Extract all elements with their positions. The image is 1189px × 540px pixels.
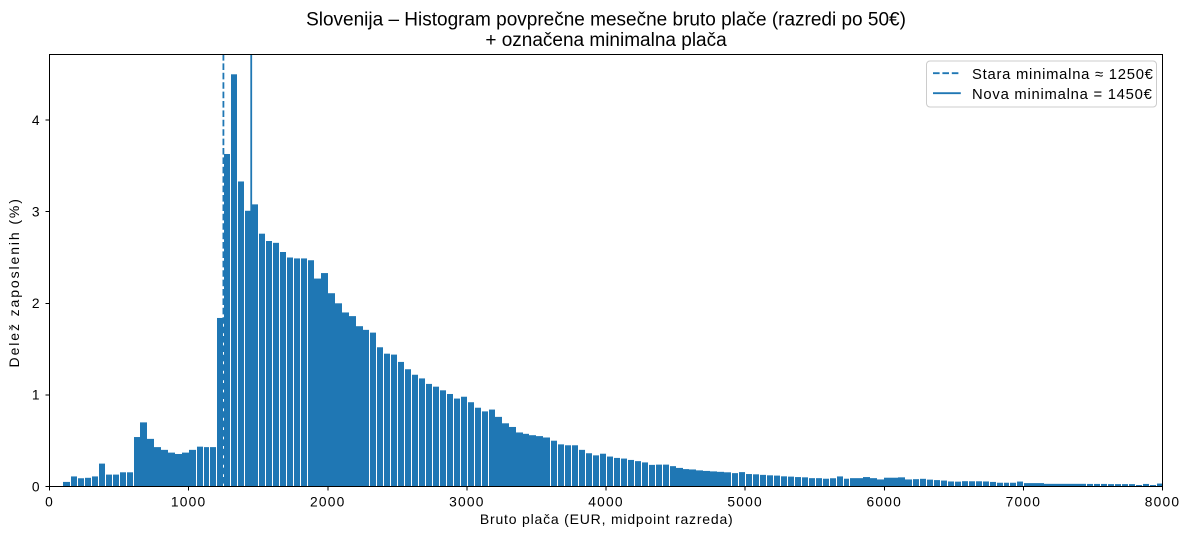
svg-text:Nova minimalna = 1450€: Nova minimalna = 1450€ — [972, 87, 1153, 103]
svg-text:7000: 7000 — [1006, 495, 1042, 510]
svg-text:5000: 5000 — [727, 495, 763, 510]
svg-text:Slovenija – Histogram povprečn: Slovenija – Histogram povprečne mesečne … — [306, 9, 906, 30]
svg-text:4: 4 — [32, 113, 40, 128]
svg-text:1000: 1000 — [171, 495, 207, 510]
svg-text:8000: 8000 — [1145, 495, 1181, 510]
svg-text:Delež zaposlenih (%): Delež zaposlenih (%) — [6, 197, 22, 367]
svg-text:3: 3 — [32, 205, 40, 220]
svg-text:2: 2 — [32, 296, 40, 311]
svg-text:+ označena minimalna plača: + označena minimalna plača — [485, 30, 727, 51]
svg-text:3000: 3000 — [449, 495, 485, 510]
svg-text:Stara minimalna ≈ 1250€: Stara minimalna ≈ 1250€ — [972, 67, 1154, 83]
svg-text:Bruto plača (EUR, midpoint raz: Bruto plača (EUR, midpoint razreda) — [480, 511, 734, 527]
svg-text:4000: 4000 — [588, 495, 624, 510]
svg-text:2000: 2000 — [310, 495, 346, 510]
svg-text:0: 0 — [45, 495, 54, 510]
svg-text:1: 1 — [32, 388, 40, 403]
svg-text:0: 0 — [32, 479, 40, 494]
svg-text:6000: 6000 — [867, 495, 903, 510]
